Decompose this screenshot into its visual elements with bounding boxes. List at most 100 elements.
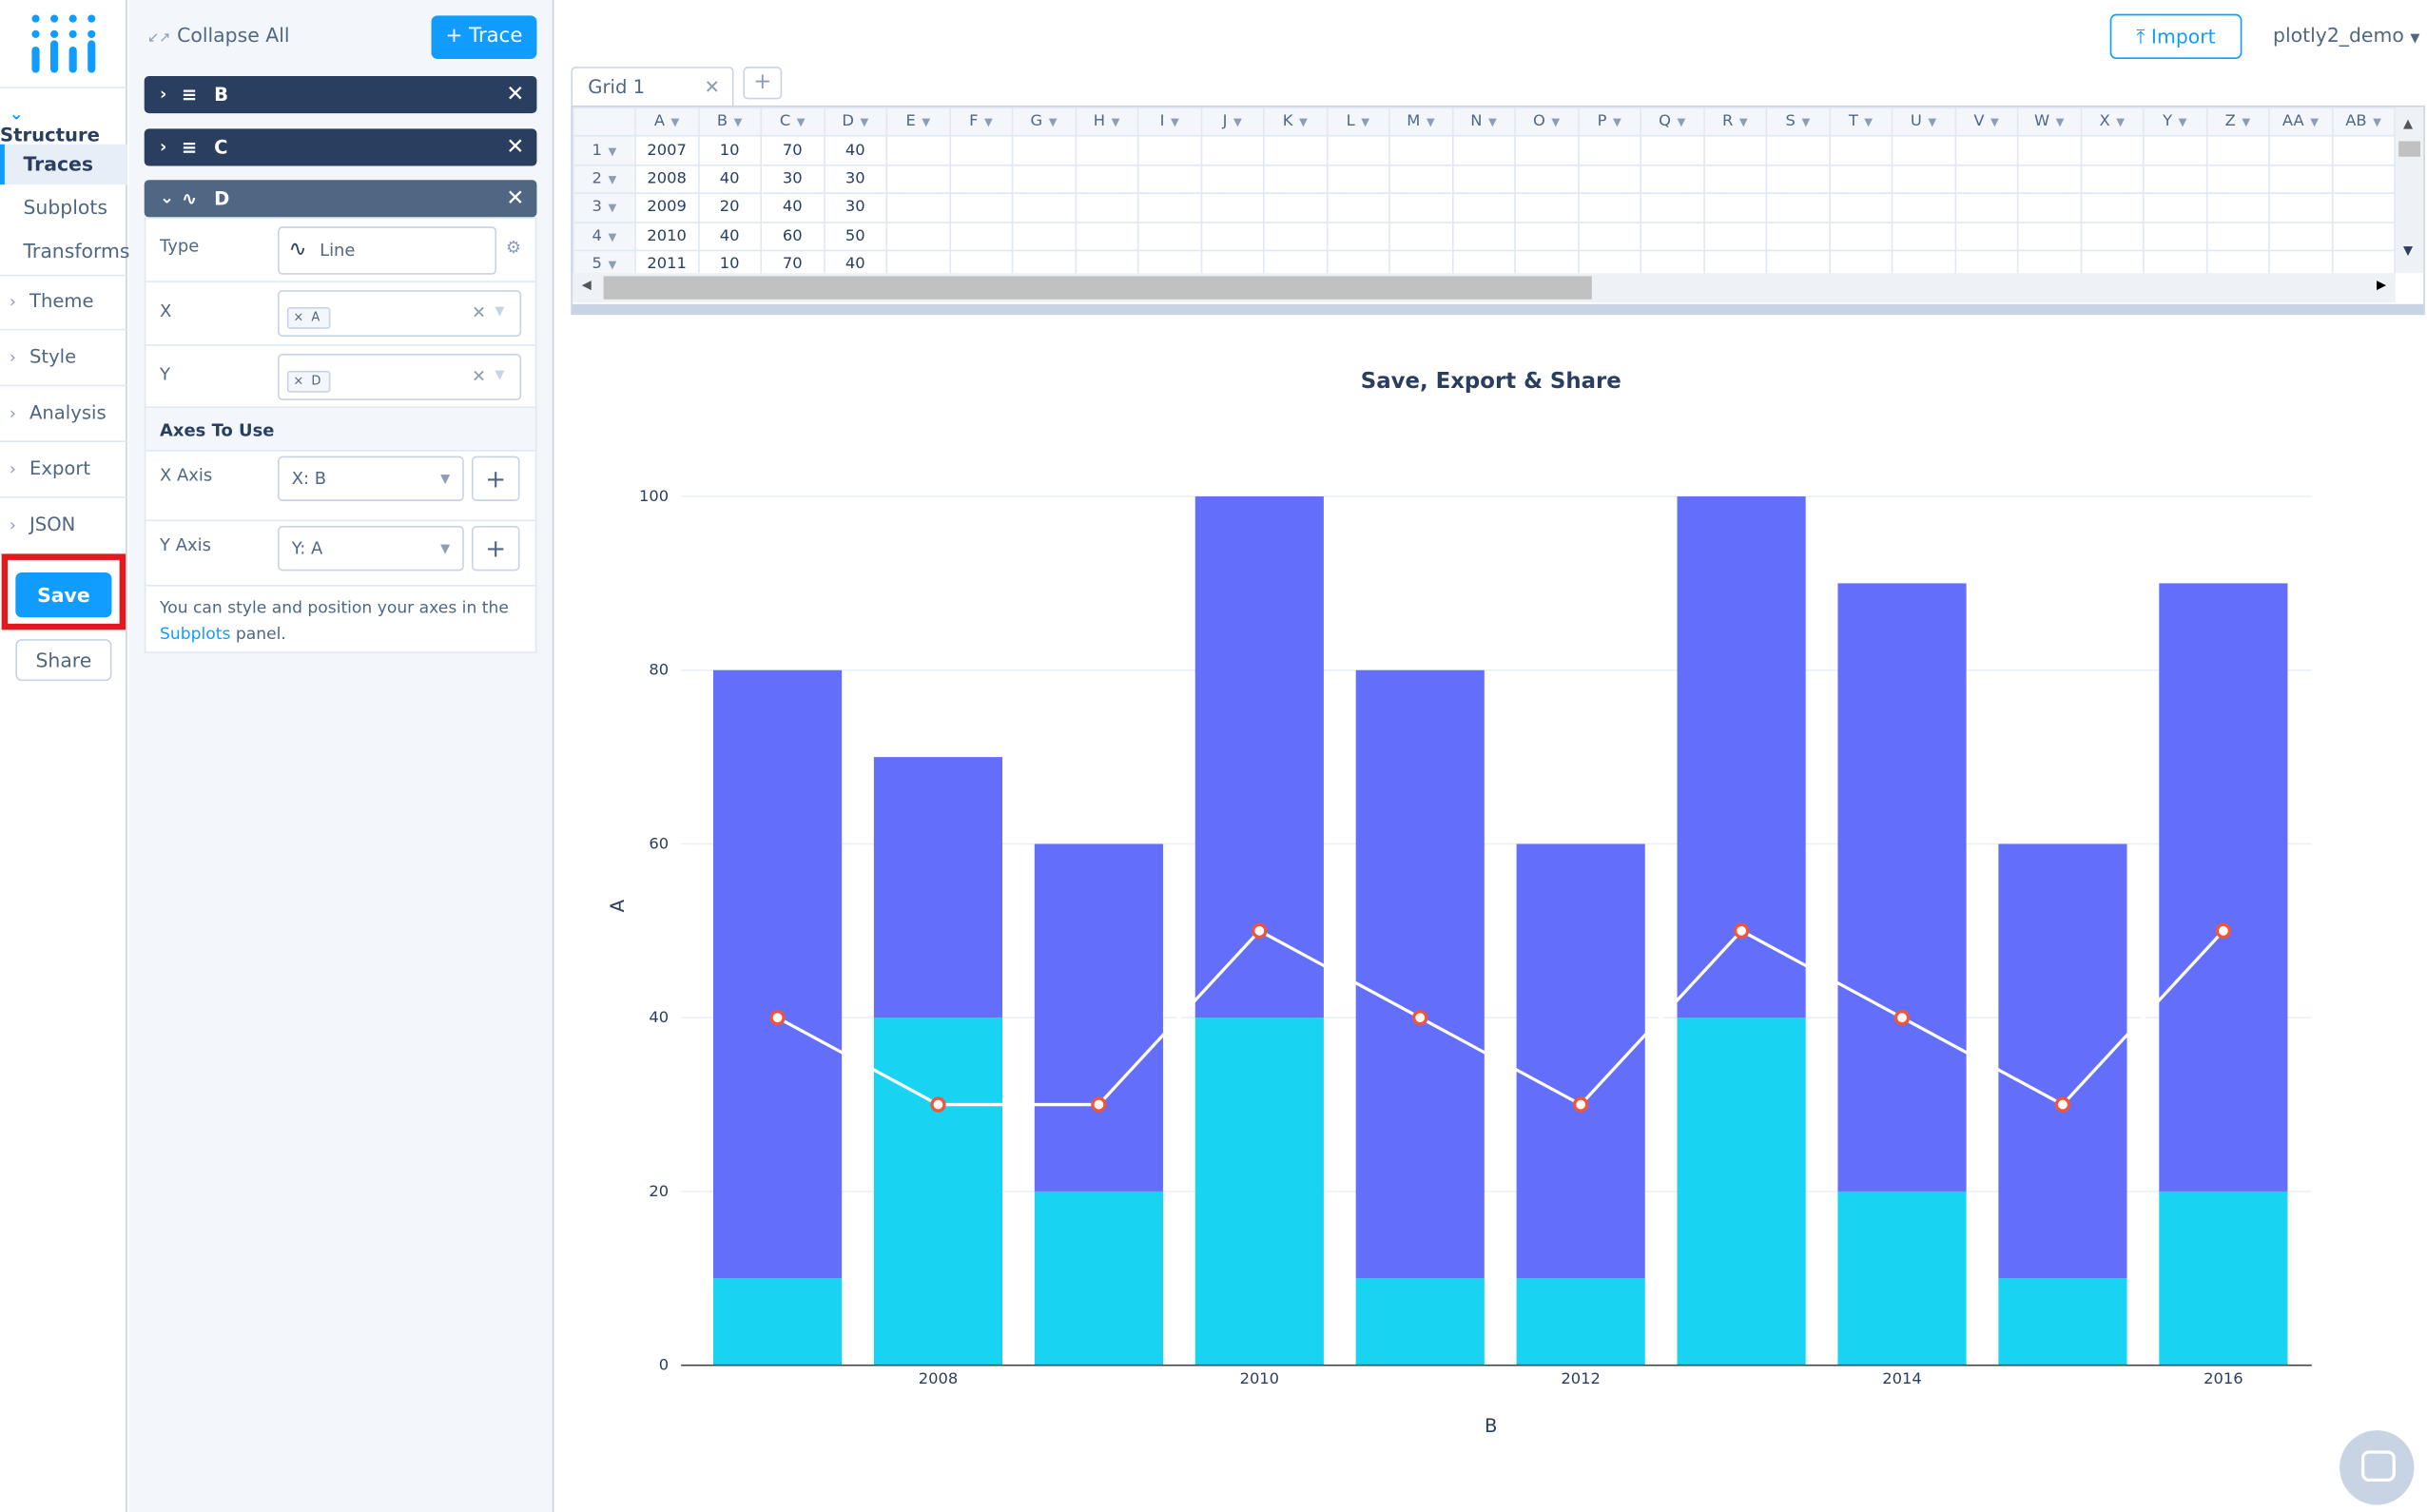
caret-down-icon[interactable]: ▼ (922, 116, 931, 129)
column-header[interactable]: E ▼ (885, 107, 951, 138)
grid-cell[interactable] (2331, 164, 2396, 195)
grid-cell[interactable] (2331, 192, 2396, 223)
grid-cell[interactable] (1891, 164, 1956, 195)
grid-cell[interactable] (885, 192, 951, 223)
grid-cell[interactable] (2079, 221, 2145, 252)
grid-cell[interactable] (1828, 221, 1893, 252)
grid-cell[interactable] (1702, 221, 1768, 252)
grid-cell[interactable] (1577, 221, 1642, 252)
grid-cell[interactable] (2079, 135, 2145, 166)
grid-cell[interactable] (1011, 135, 1077, 166)
grid-cell[interactable] (2142, 164, 2207, 195)
grid-cell[interactable] (2205, 221, 2270, 252)
caret-down-icon[interactable]: ▼ (2116, 116, 2125, 129)
grid-cell[interactable] (1326, 192, 1390, 223)
caret-down-icon[interactable]: ▼ (796, 116, 806, 129)
grid-cell[interactable] (1074, 135, 1139, 166)
grid-cell[interactable] (1514, 135, 1579, 166)
scroll-left-icon[interactable]: ◀ (581, 278, 592, 292)
import-button[interactable]: ⤒ Import (2109, 13, 2243, 59)
grid-cell[interactable] (2331, 221, 2396, 252)
grid-cell[interactable] (2016, 164, 2082, 195)
grid-cell[interactable] (948, 192, 1014, 223)
grid-cell[interactable] (2016, 135, 2082, 166)
grid-cell[interactable] (1199, 192, 1265, 223)
grid-cell[interactable] (1074, 221, 1139, 252)
grid-cell[interactable] (1577, 135, 1642, 166)
grid-cell[interactable] (1451, 192, 1516, 223)
nav-item-traces[interactable]: Traces (0, 144, 127, 185)
grid-cell[interactable] (1451, 164, 1516, 195)
nav-section-export[interactable]: › Export (0, 457, 127, 479)
grid-cell[interactable] (2142, 135, 2207, 166)
share-button[interactable]: Share (15, 639, 112, 682)
caret-down-icon[interactable]: ▼ (608, 173, 617, 186)
grid-cell[interactable] (2268, 221, 2333, 252)
caret-down-icon[interactable]: ▼ (2178, 116, 2187, 129)
save-button[interactable]: Save (15, 572, 112, 618)
grid-cell[interactable] (1765, 192, 1831, 223)
grid-cell[interactable] (2016, 192, 2082, 223)
grid-cell[interactable] (1262, 192, 1328, 223)
caret-down-icon[interactable]: ▼ (1233, 116, 1242, 129)
caret-down-icon[interactable]: ▼ (1299, 116, 1308, 129)
caret-down-icon[interactable]: ▼ (670, 116, 680, 129)
column-header[interactable]: T ▼ (1828, 107, 1893, 138)
grid-cell[interactable] (1262, 164, 1328, 195)
plotly-logo-icon[interactable] (27, 10, 101, 78)
column-header[interactable]: H ▼ (1074, 107, 1139, 138)
column-header[interactable]: L ▼ (1326, 107, 1390, 138)
grid-cell[interactable] (1011, 164, 1077, 195)
column-header[interactable]: AB ▼ (2331, 107, 2396, 138)
grid-cell[interactable] (948, 135, 1014, 166)
grid-cell[interactable]: 2009 (634, 192, 699, 223)
grid-cell[interactable] (1326, 135, 1390, 166)
caret-down-icon[interactable]: ▼ (1677, 116, 1686, 129)
grid-cell[interactable] (1577, 164, 1642, 195)
close-icon[interactable]: ✕ (506, 185, 525, 211)
chip-remove-icon[interactable]: × (293, 374, 304, 388)
trace-header-c[interactable]: › ≡ C ✕ (144, 128, 537, 166)
column-header[interactable]: P ▼ (1577, 107, 1642, 138)
grid-cell[interactable]: 60 (760, 221, 825, 252)
nav-section-structure[interactable]: ⌄Structure (0, 103, 127, 145)
caret-down-icon[interactable]: ▼ (2242, 116, 2251, 129)
scroll-right-icon[interactable]: ▶ (2377, 278, 2387, 292)
row-header[interactable]: 4 ▼ (572, 221, 636, 252)
collapse-all-button[interactable]: ↙↗ Collapse All (147, 23, 290, 46)
trace-type-selector[interactable]: ∿ Line (278, 226, 497, 275)
column-header[interactable]: Q ▼ (1640, 107, 1705, 138)
grid-cell[interactable] (1451, 221, 1516, 252)
grid-cell[interactable]: 10 (697, 135, 763, 166)
grid-cell[interactable] (1828, 164, 1893, 195)
row-header[interactable]: 2 ▼ (572, 164, 636, 195)
scroll-down-icon[interactable]: ▼ (2403, 243, 2414, 258)
grid-cell[interactable] (1702, 164, 1768, 195)
grid-cell[interactable]: 40 (697, 164, 763, 195)
grid-cell[interactable] (2205, 135, 2270, 166)
grid-cell[interactable] (2268, 192, 2333, 223)
column-header[interactable]: U ▼ (1891, 107, 1956, 138)
column-header[interactable]: J ▼ (1199, 107, 1265, 138)
close-icon[interactable]: ✕ (704, 75, 720, 98)
column-header[interactable]: K ▼ (1262, 107, 1328, 138)
column-header[interactable]: I ▼ (1136, 107, 1202, 138)
grid-cell[interactable] (2205, 192, 2270, 223)
grid-cell[interactable] (1388, 192, 1453, 223)
grid-cell[interactable] (1326, 221, 1390, 252)
nav-item-subplots[interactable]: Subplots (23, 195, 107, 220)
column-header[interactable]: B ▼ (697, 107, 763, 138)
grid-cell[interactable] (1136, 221, 1202, 252)
grid-cell[interactable] (1828, 192, 1893, 223)
user-menu[interactable]: plotly2_demo ▼ (2273, 23, 2419, 46)
grid-cell[interactable] (1891, 135, 1956, 166)
trace-header-b[interactable]: › ≡ B ✕ (144, 75, 537, 114)
grid-cell[interactable] (948, 164, 1014, 195)
caret-down-icon[interactable]: ▼ (1170, 116, 1179, 129)
grid-cell[interactable] (1199, 221, 1265, 252)
caret-down-icon[interactable]: ▼ (1361, 116, 1370, 129)
grid-cell[interactable] (2142, 221, 2207, 252)
grid-cell[interactable] (885, 221, 951, 252)
grid-cell[interactable] (1640, 221, 1705, 252)
grid-cell[interactable] (2079, 192, 2145, 223)
